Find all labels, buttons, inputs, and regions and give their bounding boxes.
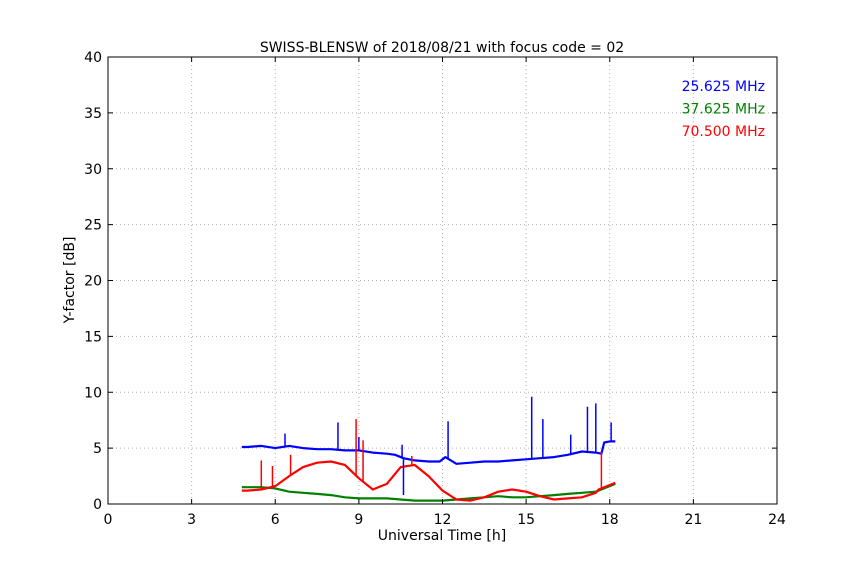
x-tick-label: 12 <box>434 512 452 528</box>
axis-tick-labels: 0 3 6 9 12 15 18 21 24 0 5 10 15 20 25 30 35 40 <box>84 50 786 528</box>
y-tick-label: 5 <box>93 441 102 457</box>
x-tick-label: 15 <box>517 512 535 528</box>
x-tick-label: 24 <box>768 512 786 528</box>
x-tick-label: 6 <box>271 512 280 528</box>
x-tick-label: 21 <box>684 512 702 528</box>
y-tick-label: 30 <box>84 162 102 178</box>
x-tick-label: 18 <box>601 512 619 528</box>
y-tick-label: 25 <box>84 218 102 234</box>
chart-title: SWISS-BLENSW of 2018/08/21 with focus co… <box>260 40 624 56</box>
x-axis-label: Universal Time [h] <box>378 528 506 544</box>
series-line-0 <box>241 440 616 465</box>
y-axis-label: Y-factor [dB] <box>62 237 78 325</box>
grid-lines <box>108 57 777 504</box>
series-line-2 <box>241 460 616 502</box>
legend-entry: 70.500 MHz <box>682 124 765 140</box>
x-tick-label: 0 <box>104 512 113 528</box>
axis-ticks <box>107 56 778 505</box>
y-tick-label: 15 <box>84 329 102 345</box>
y-tick-label: 20 <box>84 274 102 290</box>
y-tick-label: 0 <box>93 497 102 513</box>
x-tick-label: 9 <box>354 512 363 528</box>
x-tick-label: 3 <box>187 512 196 528</box>
series-layer <box>241 396 616 502</box>
y-tick-label: 40 <box>84 50 102 66</box>
legend: 25.625 MHz 37.625 MHz 70.500 MHz <box>682 79 765 140</box>
y-tick-label: 10 <box>84 385 102 401</box>
series-line-1 <box>241 482 616 502</box>
y-tick-label: 35 <box>84 106 102 122</box>
legend-entry: 25.625 MHz <box>682 79 765 95</box>
legend-entry: 37.625 MHz <box>682 102 765 118</box>
